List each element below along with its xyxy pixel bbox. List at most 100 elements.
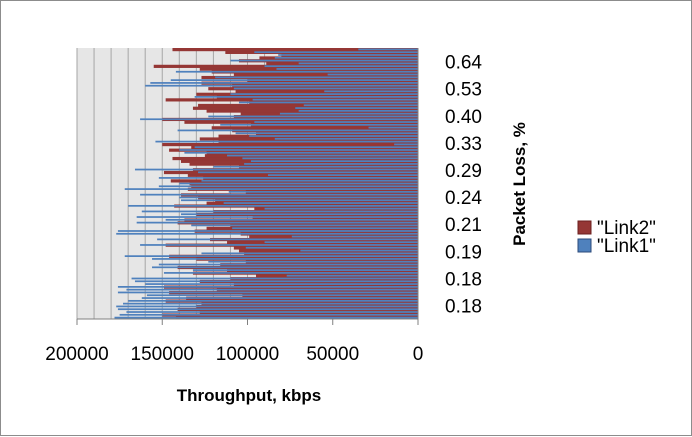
bar-link1 (141, 297, 419, 299)
y-tick-labels: 0.18 0.18 0.19 0.21 0.24 0.29 0.33 0.40 0.53 0.64 (445, 53, 482, 318)
bar-link1 (198, 171, 418, 174)
bar-link1 (358, 48, 418, 51)
bar-link1 (300, 249, 418, 252)
bar-link1 (249, 135, 418, 137)
bar-link1 (194, 96, 418, 98)
bar-link1 (208, 115, 418, 118)
bar-link1 (254, 121, 418, 123)
bar-link1 (145, 84, 418, 87)
bar-link1 (264, 207, 418, 210)
bar-link1 (136, 221, 419, 224)
bar-link1 (201, 252, 418, 255)
bar-link2 (162, 142, 418, 147)
bar-link1 (128, 299, 418, 302)
x-tick-label: 50000 (306, 344, 359, 365)
legend-label-link1: "Link1" (597, 236, 656, 257)
bar-link1 (184, 151, 418, 154)
x-tick-label: 0 (413, 344, 424, 365)
bar-link1 (146, 294, 418, 297)
bar-link1 (117, 291, 419, 294)
bar-link1 (298, 109, 418, 112)
bar-link1 (201, 179, 418, 182)
bar-link1 (128, 204, 418, 207)
bar-link1 (145, 283, 418, 285)
bar-link1 (278, 54, 418, 56)
bar-link1 (152, 258, 418, 260)
bar-link1 (117, 308, 419, 311)
x-tick-labels: 200000 150000 100000 50000 0 (45, 344, 423, 365)
bar-link1 (134, 280, 418, 283)
bar-link1 (286, 274, 418, 277)
bar-link1 (235, 132, 418, 135)
bar-link1 (123, 302, 418, 305)
bar-link2 (172, 48, 418, 52)
bar-link1 (116, 305, 418, 308)
bar-link1 (295, 107, 418, 109)
legend-label-link2: "Link2" (597, 218, 656, 239)
bar-link1 (250, 160, 418, 163)
bar-link1 (140, 193, 418, 196)
y-axis-title: Packet Loss, % (510, 122, 529, 246)
bar-link1 (228, 191, 418, 193)
bar-link1 (119, 313, 418, 316)
bar-link1 (303, 104, 418, 107)
axes (76, 48, 419, 325)
bar-link1 (131, 277, 418, 280)
bar-link1 (291, 235, 418, 238)
bar-link1 (192, 269, 418, 271)
bar-link1 (245, 246, 418, 249)
bar-link1 (244, 163, 418, 165)
bar-link1 (158, 177, 418, 179)
y-tick-label: 0.33 (445, 134, 482, 155)
bar-link1 (233, 87, 418, 90)
y-tick-label: 0.40 (445, 107, 482, 128)
bar-link1 (117, 286, 419, 288)
bar-link1 (177, 129, 418, 132)
bar-link1 (220, 123, 418, 126)
bar-link1 (276, 68, 418, 70)
y-tick-label: 0.24 (445, 188, 482, 209)
y-tick-label: 0.19 (445, 242, 482, 263)
bar-link1 (134, 168, 418, 171)
bar-link1 (181, 199, 418, 202)
bar-link1 (136, 216, 419, 218)
bar-link1 (141, 210, 419, 213)
bar-link1 (264, 65, 418, 68)
bar-link1 (227, 154, 418, 157)
bar-link1 (126, 288, 418, 291)
bar-link1 (267, 174, 418, 176)
bar-link1 (163, 272, 418, 274)
bar-link1 (124, 255, 419, 258)
bar-link1 (165, 218, 418, 221)
bar-link1 (368, 126, 418, 129)
bar-link1 (179, 196, 418, 199)
bar-link1 (252, 98, 418, 101)
bar-link1 (140, 244, 418, 246)
bar-link1 (140, 118, 418, 121)
y-tick-label: 0.21 (445, 215, 482, 236)
bar-link1 (215, 76, 418, 79)
bar-link1 (114, 316, 418, 319)
bar-link1 (175, 70, 418, 73)
bar-link1 (274, 56, 418, 59)
bar-link2 (211, 126, 418, 130)
bar-link1 (254, 51, 418, 54)
bar-link1 (155, 140, 418, 143)
bar-link1 (170, 79, 418, 81)
bar-link1 (116, 232, 418, 235)
x-tick-label: 150000 (131, 344, 194, 365)
bar-link1 (158, 263, 418, 266)
bar-link1 (230, 93, 418, 95)
bar-link1 (274, 137, 418, 140)
bar-link1 (126, 311, 418, 313)
legend-swatch-link1 (577, 238, 592, 253)
bar-link1 (124, 188, 419, 190)
y-tick-label: 0.64 (445, 53, 482, 74)
bar-link1 (179, 182, 418, 185)
bar-link1 (117, 230, 419, 232)
x-tick-label: 100000 (216, 344, 279, 365)
bar-link1 (213, 165, 418, 168)
bar-link1 (158, 185, 418, 188)
bar-link1 (208, 260, 418, 263)
bar-link1 (152, 266, 418, 269)
